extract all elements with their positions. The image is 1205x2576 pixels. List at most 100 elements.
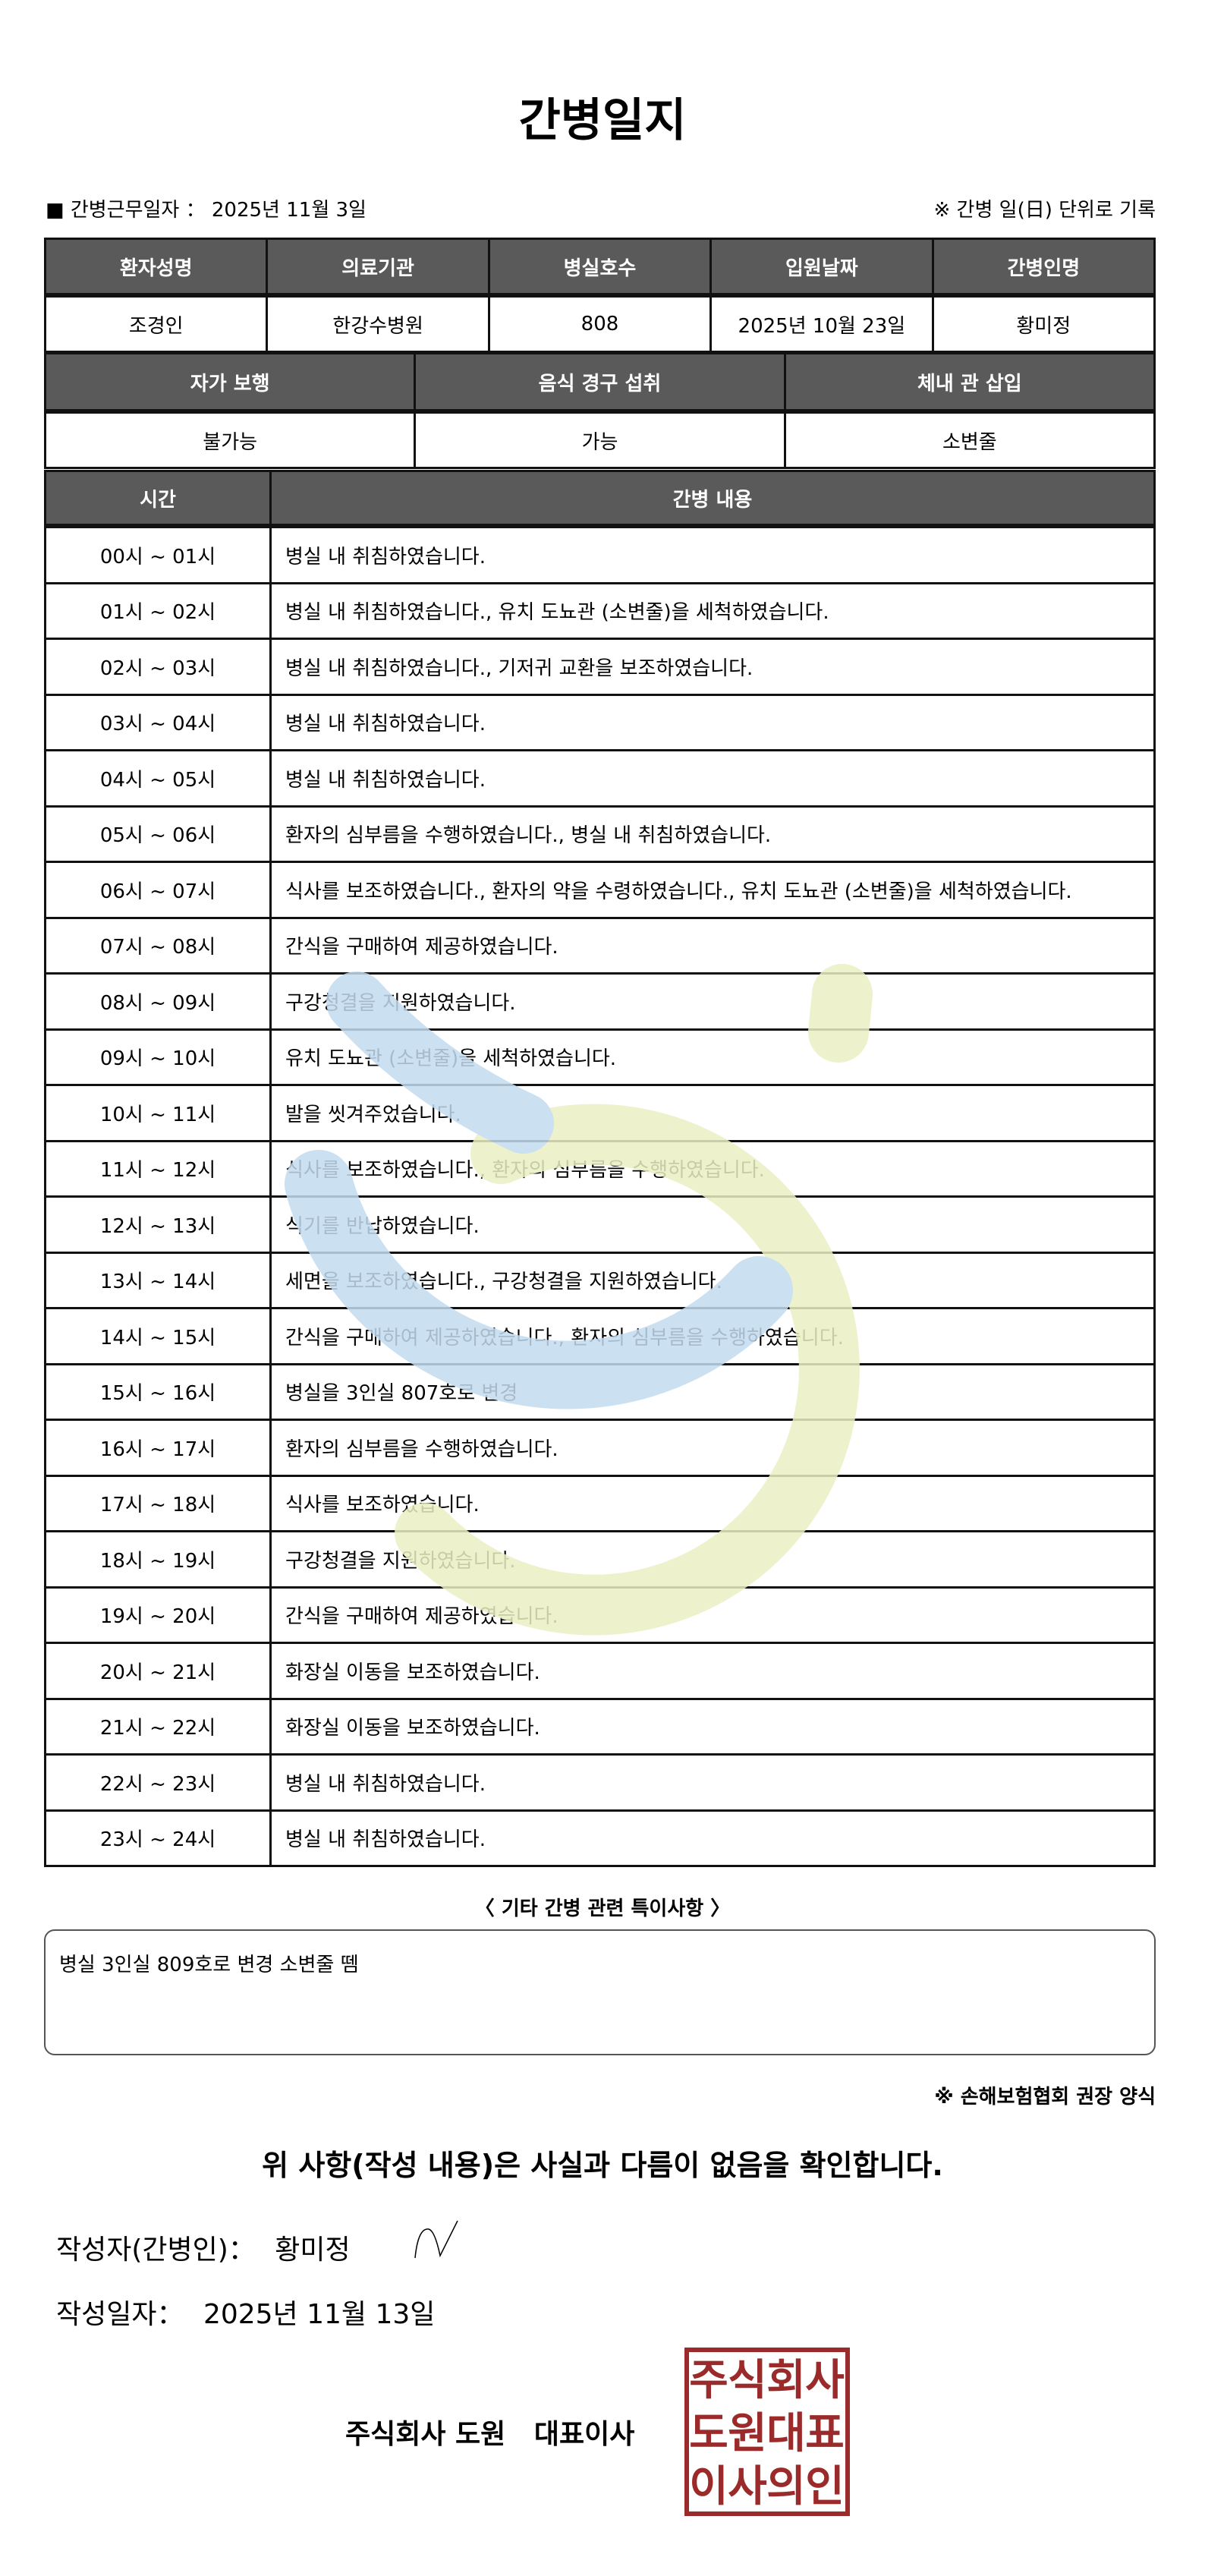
care-content: 화장실 이동을 보조하였습니다. xyxy=(269,1697,1156,1756)
notes-title: 〈 기타 간병 관련 특이사항 〉 xyxy=(474,1897,731,1920)
care-log-row: 09시 ~ 10시 유치 도뇨관 (소변줄)을 세척하였습니다. xyxy=(44,1028,1156,1086)
admission-date: 2025년 10월 23일 xyxy=(709,294,934,353)
time-slot: 15시 ~ 16시 xyxy=(44,1362,272,1421)
time-slot: 01시 ~ 02시 xyxy=(44,581,272,640)
care-log-row: 17시 ~ 18시 식사를 보조하였습니다. xyxy=(44,1474,1156,1532)
time-slot: 10시 ~ 11시 xyxy=(44,1084,272,1142)
care-log-row: 21시 ~ 22시 화장실 이동을 보조하였습니다. xyxy=(44,1697,1156,1756)
writer-label: 작성자(간병인)： xyxy=(56,2234,256,2266)
notes-box: 병실 3인실 809호로 변경 소변줄 뗌 xyxy=(44,1929,1156,2055)
care-content: 병실 내 취침하였습니다. xyxy=(269,693,1156,751)
time-slot: 12시 ~ 13시 xyxy=(44,1195,272,1254)
care-content: 환자의 심부름을 수행하였습니다. xyxy=(269,1419,1156,1477)
care-log-row: 04시 ~ 05시 병실 내 취침하였습니다. xyxy=(44,749,1156,808)
caregiver-name: 황미정 xyxy=(931,294,1156,353)
recommended-form-note: ※ 손해보험협회 권장 양식 xyxy=(934,2086,1156,2108)
care-content: 식사를 보조하였습니다., 환자의 약을 수령하였습니다., 유치 도뇨관 (소… xyxy=(269,861,1156,919)
company-representative: 주식회사 도원 대표이사 xyxy=(345,2419,635,2450)
care-log-row: 13시 ~ 14시 세면을 보조하였습니다., 구강청결을 지원하였습니다. xyxy=(44,1251,1156,1309)
writer-line: 작성자(간병인)： 황미정 xyxy=(56,2228,351,2267)
care-log-row: 10시 ~ 11시 발을 씻겨주었습니다. xyxy=(44,1084,1156,1142)
stamp-character: 의 xyxy=(766,2462,806,2511)
care-log-row: 03시 ~ 04시 병실 내 취침하였습니다. xyxy=(44,693,1156,751)
care-log-row: 15시 ~ 16시 병실을 3인실 807호로 변경 xyxy=(44,1362,1156,1421)
care-content: 병실 내 취침하였습니다., 유치 도뇨관 (소변줄)을 세척하였습니다. xyxy=(269,581,1156,640)
stamp-character: 대 xyxy=(766,2409,806,2458)
time-slot: 17시 ~ 18시 xyxy=(44,1474,272,1532)
confirmation-statement: 위 사항(작성 내용)은 사실과 다름이 없음을 확인합니다. xyxy=(262,2149,943,2182)
care-log-row: 19시 ~ 20시 간식을 구매하여 제공하였습니다. xyxy=(44,1586,1156,1644)
time-slot: 16시 ~ 17시 xyxy=(44,1419,272,1477)
care-log-row: 22시 ~ 23시 병실 내 취침하였습니다. xyxy=(44,1753,1156,1812)
care-log-row: 11시 ~ 12시 식사를 보조하였습니다., 환자의 심부름을 수행하였습니다. xyxy=(44,1139,1156,1198)
company-seal-stamp: 주 식 회 사도 원 대 표이 사 의 인 xyxy=(684,2348,850,2516)
header-time: 시간 xyxy=(44,470,272,528)
time-slot: 20시 ~ 21시 xyxy=(44,1642,272,1700)
time-slot: 05시 ~ 06시 xyxy=(44,805,272,863)
care-log-row: 14시 ~ 15시 간식을 구매하여 제공하였습니다., 환자의 심부름을 수행하… xyxy=(44,1307,1156,1365)
patient-name: 조경인 xyxy=(43,294,269,353)
care-log-row: 05시 ~ 06시 환자의 심부름을 수행하였습니다., 병실 내 취침하였습니다… xyxy=(44,805,1156,863)
time-slot: 18시 ~ 19시 xyxy=(44,1530,272,1589)
time-slot: 03시 ~ 04시 xyxy=(44,693,272,751)
care-log-row: 20시 ~ 21시 화장실 이동을 보조하였습니다. xyxy=(44,1642,1156,1700)
signature xyxy=(414,2220,458,2259)
care-content: 식사를 보조하였습니다. xyxy=(269,1474,1156,1532)
care-log-row: 18시 ~ 19시 구강청결을 지원하였습니다. xyxy=(44,1530,1156,1589)
notes-text: 병실 3인실 809호로 변경 소변줄 뗌 xyxy=(59,1954,359,1976)
time-slot: 04시 ~ 05시 xyxy=(44,749,272,808)
header-room: 병실호수 xyxy=(487,238,713,298)
care-content: 병실 내 취침하였습니다. xyxy=(269,524,1156,584)
stamp-character: 사 xyxy=(728,2462,767,2511)
header-patient-name: 환자성명 xyxy=(43,238,269,298)
care-log-row: 01시 ~ 02시 병실 내 취침하였습니다., 유치 도뇨관 (소변줄)을 세척… xyxy=(44,581,1156,640)
care-content: 식기를 반납하였습니다. xyxy=(269,1195,1156,1254)
stamp-character: 주 xyxy=(689,2356,728,2405)
oral-intake-status: 가능 xyxy=(414,410,786,469)
patient-info-table: 환자성명 의료기관 병실호수 입원날짜 간병인명 조경인 한강수병원 808 2… xyxy=(43,238,1156,353)
header-hospital: 의료기관 xyxy=(266,238,490,298)
care-content: 구강청결을 지원하였습니다. xyxy=(269,972,1156,1031)
care-log-row: 12시 ~ 13시 식기를 반납하였습니다. xyxy=(44,1195,1156,1254)
work-date-value: 2025년 11월 3일 xyxy=(211,199,367,222)
time-slot: 23시 ~ 24시 xyxy=(44,1809,272,1867)
time-slot: 19시 ~ 20시 xyxy=(44,1586,272,1644)
care-log-row: 16시 ~ 17시 환자의 심부름을 수행하였습니다. xyxy=(44,1419,1156,1477)
writer-name: 황미정 xyxy=(275,2234,351,2266)
time-slot: 11시 ~ 12시 xyxy=(44,1139,272,1198)
care-log-row: 23시 ~ 24시 병실 내 취침하였습니다. xyxy=(44,1809,1156,1867)
care-log-table: 시간 간병 내용 00시 ~ 01시 병실 내 취침하였습니다. 01시 ~ 02시… xyxy=(44,470,1156,1867)
care-log-row: 02시 ~ 03시 병실 내 취침하였습니다., 기저귀 교환을 보조하였습니다. xyxy=(44,638,1156,696)
care-content: 환자의 심부름을 수행하였습니다., 병실 내 취침하였습니다. xyxy=(269,805,1156,863)
header-oral-intake: 음식 경구 섭취 xyxy=(414,352,786,414)
care-log-row: 08시 ~ 09시 구강청결을 지원하였습니다. xyxy=(44,972,1156,1031)
header-care-content: 간병 내용 xyxy=(269,470,1156,528)
stamp-character: 원 xyxy=(728,2409,767,2458)
care-content: 병실 내 취침하였습니다. xyxy=(269,1753,1156,1812)
care-content: 병실 내 취침하였습니다., 기저귀 교환을 보조하였습니다. xyxy=(269,638,1156,696)
page-title: 간병일지 xyxy=(518,94,687,147)
time-slot: 07시 ~ 08시 xyxy=(44,916,272,975)
patient-status-table: 자가 보행 음식 경구 섭취 체내 관 삽입 불가능 가능 소변줄 xyxy=(43,352,1156,469)
care-content: 병실 내 취침하였습니다. xyxy=(269,1809,1156,1867)
header-tube: 체내 관 삽입 xyxy=(783,352,1156,414)
care-log-row: 06시 ~ 07시 식사를 보조하였습니다., 환자의 약을 수령하였습니다., … xyxy=(44,861,1156,919)
stamp-character: 회 xyxy=(766,2356,806,2405)
care-log-row: 00시 ~ 01시 병실 내 취침하였습니다. xyxy=(44,524,1156,584)
care-log-row: 07시 ~ 08시 간식을 구매하여 제공하였습니다. xyxy=(44,916,1156,975)
work-date-label: ■ 간병근무일자 ： xyxy=(46,199,206,222)
care-content: 간식을 구매하여 제공하였습니다., 환자의 심부름을 수행하였습니다. xyxy=(269,1307,1156,1365)
time-slot: 00시 ~ 01시 xyxy=(44,524,272,584)
daily-record-note: ※ 간병 일(日) 단위로 기록 xyxy=(933,199,1156,222)
work-date: ■ 간병근무일자 ： 2025년 11월 3일 xyxy=(46,194,367,222)
care-content: 유치 도뇨관 (소변줄)을 세척하였습니다. xyxy=(269,1028,1156,1086)
stamp-character: 도 xyxy=(689,2409,728,2458)
care-content: 간식을 구매하여 제공하였습니다. xyxy=(269,916,1156,975)
stamp-character: 표 xyxy=(805,2409,845,2458)
time-slot: 02시 ~ 03시 xyxy=(44,638,272,696)
written-date-label: 작성일자： xyxy=(56,2299,184,2330)
stamp-character: 식 xyxy=(728,2356,767,2405)
care-content: 구강청결을 지원하였습니다. xyxy=(269,1530,1156,1589)
stamp-character: 인 xyxy=(805,2462,845,2511)
written-date-value: 2025년 11월 13일 xyxy=(203,2299,436,2330)
